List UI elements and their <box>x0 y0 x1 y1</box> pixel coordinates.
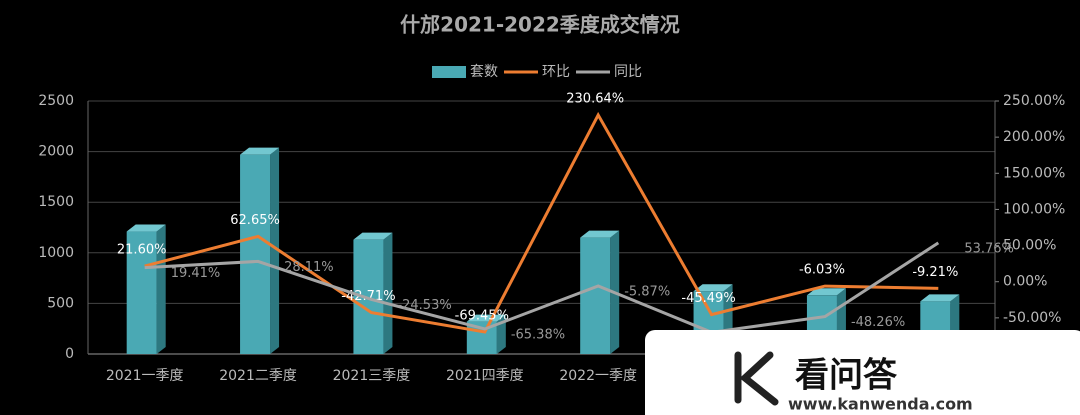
bar-side <box>383 232 393 354</box>
bar <box>126 224 166 354</box>
y2-tick-label: 100.00% <box>1003 201 1065 217</box>
y2-tick-label: -50.00% <box>1003 310 1061 326</box>
watermark-box <box>645 330 1080 415</box>
y-tick-label: 0 <box>65 346 74 362</box>
y2-tick-label: 250.00% <box>1003 93 1065 109</box>
y-tick-label: 500 <box>47 295 74 311</box>
y2-tick-label: 0.00% <box>1003 274 1047 290</box>
bar-top <box>240 147 280 155</box>
legend: 套数 环比 同比 <box>432 64 642 80</box>
watermark-title: 看问答 <box>795 356 898 396</box>
bar-front <box>240 154 271 354</box>
x-tick-label: 2021三季度 <box>333 368 411 384</box>
y-tick-label: 2000 <box>38 144 74 160</box>
bar <box>353 232 393 354</box>
data-label: -5.87% <box>624 284 670 299</box>
data-label: 28.11% <box>284 260 334 275</box>
bar <box>240 147 280 354</box>
data-label: 21.60% <box>117 243 167 258</box>
bar-side <box>156 224 166 354</box>
y2-tick-label: 200.00% <box>1003 129 1065 145</box>
bar-side <box>270 147 280 354</box>
y-tick-label: 2500 <box>38 93 74 109</box>
y-tick-label: 1500 <box>38 194 74 210</box>
legend-label: 环比 <box>542 64 570 80</box>
data-label: -6.03% <box>799 263 845 278</box>
y-tick-label: 1000 <box>38 245 74 261</box>
bar-top <box>920 294 960 302</box>
data-label: -65.38% <box>511 327 565 342</box>
watermark-logo <box>734 351 779 406</box>
bar-front <box>126 231 157 354</box>
data-label: 53.76% <box>964 241 1014 256</box>
line <box>144 111 939 334</box>
watermark-url: www.kanwenda.com <box>788 395 973 414</box>
x-tick-label: 2022一季度 <box>559 368 637 384</box>
y2-tick-label: 50.00% <box>1003 238 1056 254</box>
data-label: 230.64% <box>566 91 624 106</box>
data-label: -9.21% <box>912 265 958 280</box>
data-label: -45.49% <box>681 291 735 306</box>
bar-top <box>466 314 506 322</box>
data-label: -24.53% <box>397 298 451 313</box>
data-label: -48.26% <box>851 315 905 330</box>
line <box>144 241 940 334</box>
bar-top <box>580 230 620 238</box>
y2-tick-label: 150.00% <box>1003 165 1065 181</box>
bar-top <box>126 224 166 232</box>
legend-swatch <box>432 66 466 78</box>
legend-label: 套数 <box>470 64 498 80</box>
bar-top <box>353 232 393 240</box>
data-label: 19.41% <box>171 266 221 281</box>
data-label: -69.45% <box>455 308 509 323</box>
x-tick-label: 2021四季度 <box>446 368 524 384</box>
data-label: 62.65% <box>230 213 280 228</box>
bar-front <box>580 237 611 354</box>
legend-label: 同比 <box>614 64 642 80</box>
bar-top <box>806 288 846 296</box>
bar-front <box>353 239 384 354</box>
x-tick-label: 2021二季度 <box>219 368 297 384</box>
bar-top <box>693 284 733 292</box>
x-tick-label: 2021一季度 <box>106 368 184 384</box>
chart-title: 什邡2021-2022季度成交情况 <box>400 13 680 37</box>
